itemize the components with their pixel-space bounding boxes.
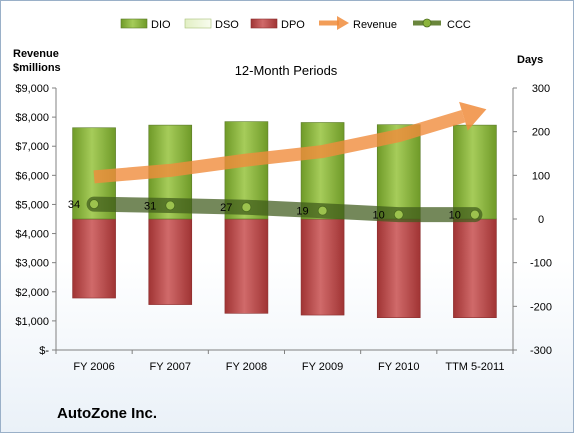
left-tick-label: $9,000 [15, 83, 49, 95]
legend-item-dio: DIO [120, 18, 171, 31]
ccc-point [393, 209, 404, 220]
right-tick-label: -100 [530, 258, 552, 270]
ccc-point [165, 200, 176, 211]
left-tick-label: $4,000 [15, 229, 49, 241]
legend-item-revenue: Revenue [319, 16, 397, 31]
left-tick-label: $5,000 [15, 199, 49, 211]
x-tick-label: TTM 5-2011 [445, 361, 504, 373]
legend-label-dpo: DPO [281, 19, 305, 31]
ccc-line [86, 196, 483, 223]
legend-label-dio: DIO [151, 19, 171, 31]
ccc-point [317, 205, 328, 216]
left-tick-label: $3,000 [15, 258, 49, 270]
right-axis-ticks: -300 -200 -100 0 100 200 300 [513, 83, 552, 357]
ccc-data-label: 34 [68, 199, 80, 211]
legend-item-dpo: DPO [250, 18, 305, 31]
x-tick-label: FY 2007 [150, 361, 191, 373]
ccc-data-label: 31 [144, 200, 156, 212]
left-axis-ticks: $- $1,000 $2,000 $3,000 $4,000 $5,000 $6,000 $7… [15, 83, 56, 357]
legend-label-ccc: CCC [447, 19, 471, 31]
left-tick-label: $- [39, 345, 49, 357]
left-tick-label: $6,000 [15, 170, 49, 182]
ccc-point [241, 202, 252, 213]
right-tick-label: 100 [532, 170, 550, 182]
bar-dio [453, 124, 497, 220]
x-tick-label: FY 2010 [378, 361, 419, 373]
left-tick-label: $1,000 [15, 316, 49, 328]
left-axis-title-line2: $millions [13, 62, 61, 74]
legend-label-revenue: Revenue [353, 19, 397, 31]
ccc-point [470, 209, 480, 220]
bar-dpo [148, 218, 193, 305]
ccc-data-label: 10 [449, 210, 461, 222]
bar-dpo [300, 218, 345, 316]
left-tick-label: $7,000 [15, 141, 49, 153]
x-axis-ticks: FY 2006 FY 2007 FY 2008 FY 2009 FY 2010 TTM 5… [55, 350, 514, 373]
revenue-arrowhead [459, 101, 487, 131]
revenue-series [93, 101, 487, 184]
bar-dpo [376, 218, 421, 318]
ccc-series: 34 31 27 19 10 10 [68, 196, 483, 223]
right-tick-label: 0 [538, 214, 544, 226]
left-axis-title-line1: Revenue [13, 48, 59, 60]
revenue-line [93, 109, 466, 184]
right-tick-label: -300 [530, 345, 552, 357]
x-tick-label: FY 2008 [226, 361, 267, 373]
legend-item-dso: DSO [184, 18, 239, 31]
ccc-data-label: 27 [220, 202, 232, 214]
ccc-data-label: 10 [373, 210, 385, 222]
ccc-point [89, 199, 99, 210]
bar-dpo [72, 218, 116, 299]
x-tick-label: FY 2006 [73, 361, 114, 373]
legend-label-dso: DSO [215, 19, 239, 31]
right-tick-label: 200 [532, 127, 550, 139]
chart-title: 12-Month Periods [235, 63, 338, 78]
legend: DIO DSO DPO Revenue CCC [120, 16, 471, 31]
company-name: AutoZone Inc. [57, 405, 157, 422]
legend-item-ccc: CCC [413, 18, 471, 31]
right-axis-title: Days [517, 54, 543, 66]
left-tick-label: $2,000 [15, 287, 49, 299]
left-tick-label: $8,000 [15, 112, 49, 124]
right-tick-label: 300 [532, 83, 550, 95]
ccc-data-label: 19 [296, 206, 308, 218]
bar-dpo [224, 218, 269, 314]
bar-dpo [453, 218, 497, 318]
x-tick-label: FY 2009 [302, 361, 343, 373]
right-tick-label: -200 [530, 301, 552, 313]
